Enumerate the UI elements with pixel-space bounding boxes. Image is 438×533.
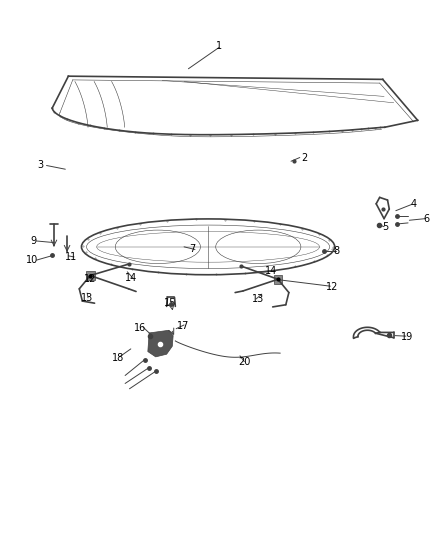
Text: 16: 16 — [134, 323, 147, 333]
Text: 15: 15 — [164, 297, 176, 308]
Text: 6: 6 — [424, 214, 429, 224]
Text: 14: 14 — [125, 273, 137, 283]
Text: 12: 12 — [84, 274, 96, 284]
Text: 10: 10 — [26, 255, 38, 265]
Text: 13: 13 — [252, 294, 264, 304]
Text: 7: 7 — [190, 245, 196, 254]
Polygon shape — [148, 330, 173, 357]
Polygon shape — [274, 275, 283, 284]
Text: 19: 19 — [401, 332, 413, 342]
Text: 8: 8 — [334, 246, 340, 255]
Text: 14: 14 — [265, 266, 278, 276]
Text: 20: 20 — [238, 357, 251, 367]
Text: 9: 9 — [30, 236, 36, 246]
Text: 5: 5 — [382, 222, 388, 232]
Text: 13: 13 — [81, 293, 93, 303]
Text: 2: 2 — [301, 152, 307, 163]
Text: 1: 1 — [216, 41, 222, 51]
Polygon shape — [86, 271, 95, 280]
Text: 17: 17 — [177, 321, 189, 331]
Text: 12: 12 — [325, 282, 338, 292]
Text: 4: 4 — [410, 199, 417, 209]
Text: 11: 11 — [65, 253, 78, 262]
Text: 18: 18 — [112, 353, 124, 363]
Text: 3: 3 — [37, 160, 43, 171]
